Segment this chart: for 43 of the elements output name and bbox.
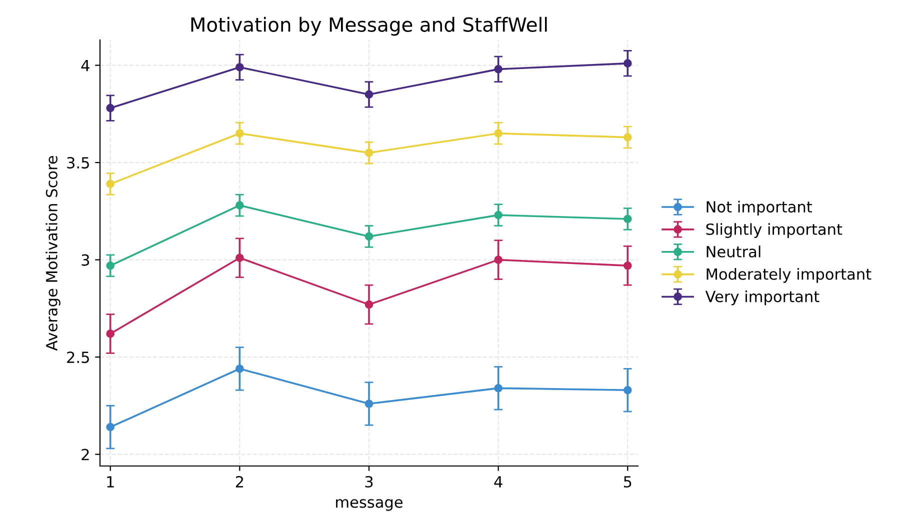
point <box>236 129 244 138</box>
x-tick-label: 2 <box>236 476 244 488</box>
y-tick-label: 2.5 <box>67 352 89 364</box>
legend-label: Very important <box>705 290 820 306</box>
point <box>236 63 244 72</box>
point <box>364 90 374 99</box>
x-tick-label: 4 <box>494 476 502 488</box>
point <box>494 210 502 220</box>
point <box>623 59 632 68</box>
point <box>106 422 115 432</box>
legend-label: Not important <box>706 200 812 216</box>
chart-title: Motivation by Message and StaffWell <box>191 16 547 36</box>
x-tick-label: 5 <box>624 476 632 488</box>
point <box>106 180 115 188</box>
point <box>106 261 115 270</box>
point <box>494 384 502 392</box>
x-tick-label: 3 <box>365 476 373 488</box>
point <box>236 364 244 373</box>
y-tick-label: 3.5 <box>67 157 89 169</box>
point <box>364 232 374 241</box>
point <box>236 201 244 210</box>
point <box>236 254 244 262</box>
point <box>494 256 502 264</box>
point <box>364 148 374 157</box>
point <box>106 104 115 112</box>
x-axis-title: message <box>336 499 403 511</box>
point <box>623 261 632 270</box>
point <box>623 214 632 224</box>
legend-label: Slightly important <box>706 223 842 238</box>
y-tick-label: 4 <box>81 60 90 72</box>
point <box>623 386 632 394</box>
legend-label: Moderately important <box>706 268 872 283</box>
point <box>106 330 115 338</box>
point <box>494 65 502 74</box>
y-tick-label: 2 <box>82 448 89 460</box>
point <box>364 400 374 408</box>
y-tick-label: 3 <box>82 254 90 266</box>
point <box>494 129 502 138</box>
point <box>623 133 632 142</box>
point <box>364 300 374 309</box>
y-axis-title: Average Motivation Score <box>46 156 60 351</box>
x-tick-label: 1 <box>107 476 114 488</box>
legend-label: Neutral <box>706 246 760 258</box>
